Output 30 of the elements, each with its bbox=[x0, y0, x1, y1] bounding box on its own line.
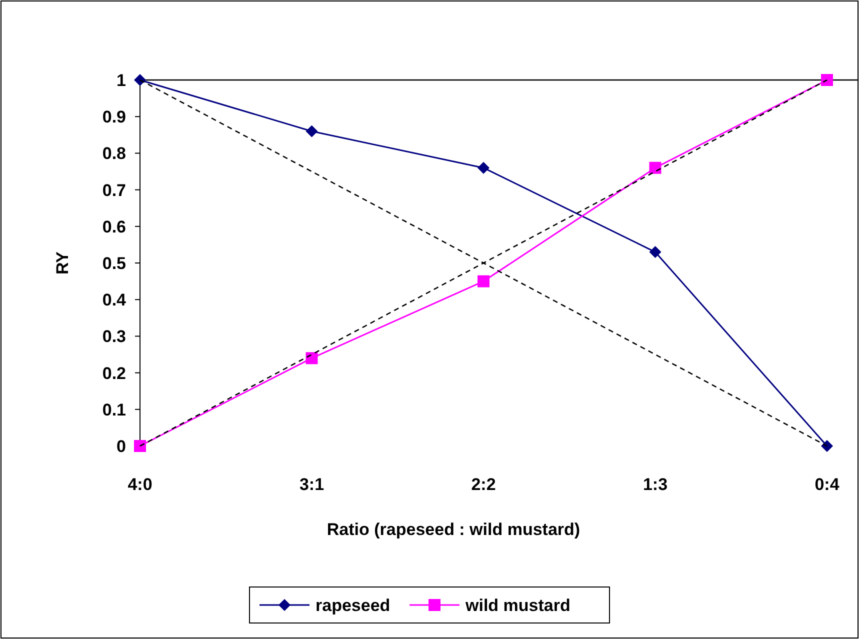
y-tick-label: 0.7 bbox=[102, 180, 126, 200]
point bbox=[134, 74, 146, 86]
y-tick-label: 0.8 bbox=[102, 144, 126, 164]
x-tick-label: 1:3 bbox=[642, 475, 668, 494]
point bbox=[821, 440, 833, 452]
y-tick-label: 0.6 bbox=[102, 217, 126, 236]
x-tick-label: 0:4 bbox=[814, 475, 840, 494]
y-axis-title: RY bbox=[53, 250, 72, 274]
y-tick-label: 0.9 bbox=[102, 108, 126, 127]
point bbox=[134, 440, 146, 452]
y-tick-label: 0.5 bbox=[102, 254, 126, 273]
x-tick-label: 2:2 bbox=[471, 475, 496, 494]
point bbox=[821, 74, 833, 86]
legend-label: wild mustard bbox=[464, 596, 570, 615]
x-axis-title: Ratio (rapeseed : wild mustard) bbox=[326, 520, 580, 539]
x-tick-label: 3:1 bbox=[299, 475, 324, 494]
y-tick-label: 0 bbox=[116, 436, 126, 456]
point bbox=[478, 275, 490, 288]
y-tick-label: 0.2 bbox=[102, 364, 126, 383]
x-tick-label: 4:0 bbox=[128, 475, 152, 494]
point bbox=[306, 352, 318, 364]
legend-label: rapeseed bbox=[316, 596, 390, 615]
y-tick-label: 0.3 bbox=[102, 327, 126, 346]
y-tick-label: 1 bbox=[116, 70, 126, 90]
point bbox=[478, 162, 490, 174]
point bbox=[306, 125, 318, 138]
point bbox=[649, 246, 662, 258]
y-tick-label: 0.4 bbox=[102, 290, 127, 310]
y-tick-label: 0.1 bbox=[102, 400, 126, 420]
point bbox=[649, 162, 662, 174]
